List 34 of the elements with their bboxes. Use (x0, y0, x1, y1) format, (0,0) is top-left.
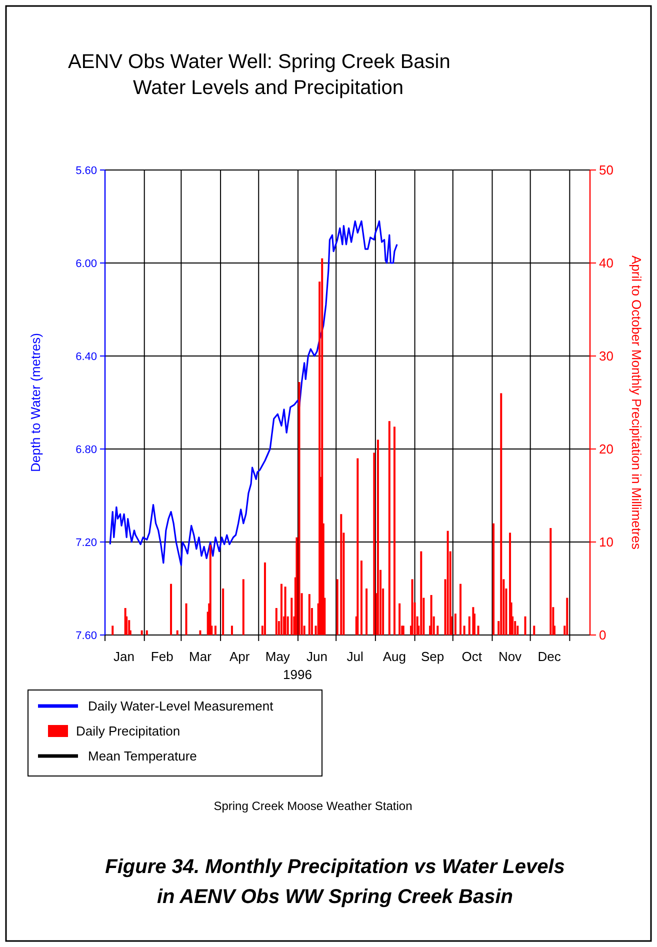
x-tick-label: Jul (346, 649, 364, 664)
x-tick-label: Sep (420, 649, 444, 664)
y2-tick-label: 50 (599, 162, 614, 178)
x-tick-label: Nov (498, 649, 522, 664)
y2-axis-title: April to October Monthly Precipitation in Millimetres (629, 255, 644, 550)
x-tick-label: Jan (114, 649, 135, 664)
x-tick-label: Jun (306, 649, 328, 664)
x-tick-label: Feb (150, 649, 174, 664)
y2-tick-label: 40 (599, 256, 614, 271)
legend-label: Mean Temperature (88, 748, 197, 764)
x-tick-label: Oct (462, 649, 482, 664)
y2-tick-label: 0 (599, 628, 606, 643)
y-tick-label: 6.80 (76, 444, 97, 456)
y-axis-title: Depth to Water (metres) (28, 333, 43, 472)
x-tick-label: Mar (189, 649, 212, 664)
caption: Figure 34. Monthly Precipitation vs Water Levels in AENV Obs WW Spring Creek Basin (105, 856, 565, 908)
y-tick-label: 7.60 (76, 630, 97, 642)
y2-tick-label: 20 (599, 442, 614, 457)
y2-tick-label: 30 (599, 348, 614, 364)
x-axis-title: 1996 (283, 667, 312, 682)
y2-tick-label: 10 (599, 534, 614, 550)
chart-subtitle: Water Levels and Precipitation (133, 77, 404, 99)
y-tick-label: 6.40 (76, 350, 97, 363)
y-tick-label: 6.00 (76, 258, 97, 270)
x-tick-label: Aug (382, 649, 406, 664)
x-tick-label: Apr (229, 649, 250, 664)
chart-title: AENV Obs Water Well: Spring Creek Basin (68, 51, 450, 73)
text: Spring Creek Moose Weather Station (214, 799, 412, 813)
x-tick-label: Dec (538, 649, 562, 664)
legend-label: Daily Water-Level Measurement (88, 698, 274, 714)
x-tick-label: May (265, 649, 290, 664)
y-tick-label: 7.20 (76, 536, 97, 549)
y-tick-label: 5.60 (76, 164, 97, 177)
legend-label: Daily Precipitation (76, 724, 180, 739)
